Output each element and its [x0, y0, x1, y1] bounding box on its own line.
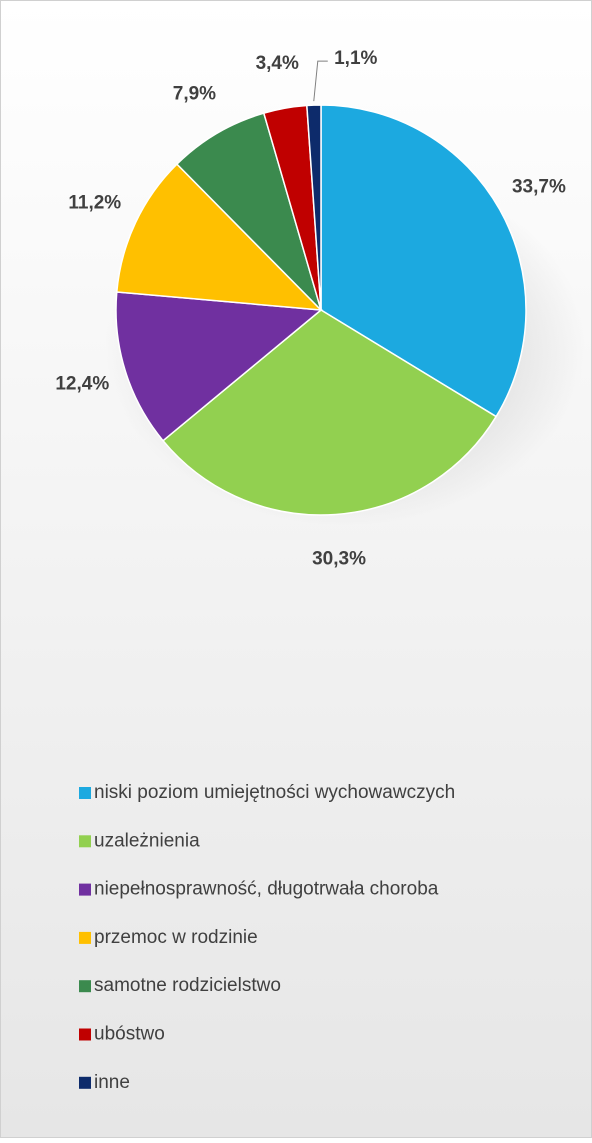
legend-label: uzależnienia [94, 830, 200, 851]
legend-swatch [79, 835, 91, 848]
data-label: 1,1% [334, 48, 377, 69]
legend-label: ubóstwo [94, 1024, 165, 1045]
leader-line [313, 60, 328, 102]
pie-slice [320, 104, 527, 418]
pie-slice [306, 104, 322, 311]
legend-swatch [79, 1076, 91, 1089]
pie-slice [115, 163, 323, 311]
legend-swatch [79, 931, 91, 944]
data-label: 33,7% [512, 177, 566, 198]
pie-slice [161, 309, 498, 516]
legend-swatch [79, 1028, 91, 1041]
legend-label: niepełnosprawność, długotrwała choroba [94, 879, 439, 900]
data-label: 3,4% [256, 53, 299, 74]
data-label: 30,3% [312, 548, 366, 569]
data-label: 12,4% [55, 373, 109, 394]
legend-label: niski poziom umiejętności wychowawczych [94, 782, 455, 803]
data-label: 7,9% [173, 83, 216, 104]
legend-swatch [79, 980, 91, 993]
legend-label: inne [94, 1072, 130, 1093]
data-label: 11,2% [68, 193, 121, 214]
legend-swatch [79, 883, 91, 896]
legend-label: przemoc w rodzinie [94, 927, 258, 948]
legend-label: samotne rodzicielstwo [94, 975, 281, 996]
legend-swatch [79, 787, 91, 799]
pie-slice [175, 112, 322, 311]
pie-slice [115, 291, 323, 442]
